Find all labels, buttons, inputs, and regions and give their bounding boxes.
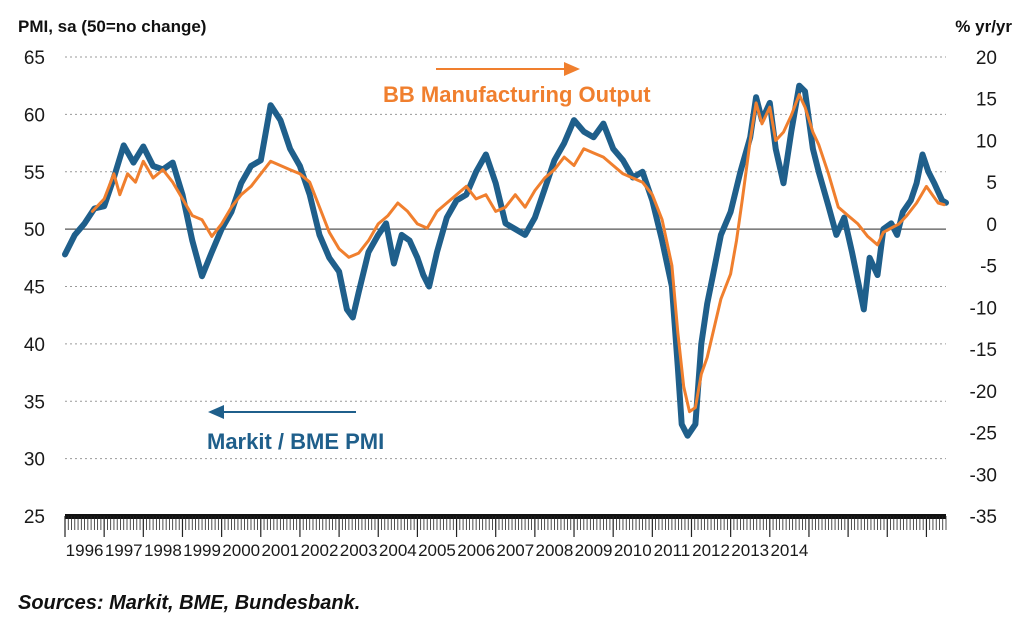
output-series-line — [90, 93, 946, 414]
x-tick-label: 2003 — [340, 541, 378, 560]
x-tick-label: 1998 — [144, 541, 182, 560]
series-lines — [62, 82, 949, 439]
x-tick-label: 2001 — [261, 541, 299, 560]
left-tick-label: 25 — [24, 507, 45, 528]
right-axis-ticks: 20 15 10 5 0 -5 -10 -15 -20 -25 -30 -35 — [970, 48, 997, 528]
right-tick-label: -10 — [970, 298, 997, 319]
x-tick-label: 2011 — [654, 541, 691, 560]
x-tick-label: 2002 — [301, 541, 339, 560]
gridlines — [65, 56, 946, 460]
x-tick-label: 2006 — [457, 541, 495, 560]
left-axis-ticks: 65 60 55 50 45 40 35 30 25 — [24, 48, 45, 528]
right-tick-label: 20 — [976, 48, 997, 69]
x-tick-label: 2010 — [614, 541, 652, 560]
left-axis-title: PMI, sa (50=no change) — [18, 17, 206, 36]
x-tick-label: 2000 — [222, 541, 260, 560]
x-tick-label: 1996 — [66, 541, 104, 560]
right-tick-label: 0 — [986, 215, 997, 236]
left-tick-label: 60 — [24, 105, 45, 126]
right-tick-label: 5 — [986, 173, 997, 194]
x-tick-label: 1999 — [183, 541, 221, 560]
left-tick-label: 30 — [24, 450, 45, 471]
right-tick-label: -30 — [970, 465, 997, 486]
left-tick-label: 40 — [24, 335, 45, 356]
right-tick-label: 10 — [976, 131, 997, 152]
source-note: Sources: Markit, BME, Bundesbank. — [18, 592, 361, 614]
pmi-arrow-head-icon — [208, 405, 224, 419]
x-tick-label: 2007 — [496, 541, 534, 560]
left-tick-label: 55 — [24, 163, 45, 184]
pmi-series-label: Markit / BME PMI — [207, 429, 384, 454]
x-tick-label: 2009 — [575, 541, 613, 560]
output-series-label: BB Manufacturing Output — [383, 82, 651, 107]
right-tick-label: -5 — [980, 257, 997, 278]
right-tick-label: -15 — [970, 340, 997, 361]
left-tick-label: 45 — [24, 278, 45, 299]
x-axis: 1996 1997 1998 1999 2000 2001 2002 2003 2004 2005… — [64, 514, 947, 560]
pmi-series-line — [62, 82, 949, 439]
x-tick-label: 2008 — [536, 541, 574, 560]
x-tick-label: 2004 — [379, 541, 417, 560]
left-tick-label: 35 — [24, 392, 45, 413]
right-tick-label: -20 — [970, 382, 997, 403]
pmi-series-annotation: Markit / BME PMI — [207, 405, 384, 454]
left-tick-label: 65 — [24, 48, 45, 69]
output-arrow-head-icon — [564, 62, 580, 76]
output-series-annotation: BB Manufacturing Output — [383, 62, 651, 107]
right-tick-label: 15 — [976, 90, 997, 111]
x-tick-label: 2005 — [418, 541, 456, 560]
left-tick-label: 50 — [24, 220, 45, 241]
right-axis-title: % yr/yr — [955, 17, 1012, 36]
x-tick-label: 2014 — [770, 541, 808, 560]
x-tick-label: 2012 — [692, 541, 730, 560]
right-tick-label: -25 — [970, 424, 997, 445]
right-tick-label: -35 — [970, 507, 997, 528]
x-tick-label: 1997 — [105, 541, 143, 560]
x-tick-label: 2013 — [731, 541, 769, 560]
